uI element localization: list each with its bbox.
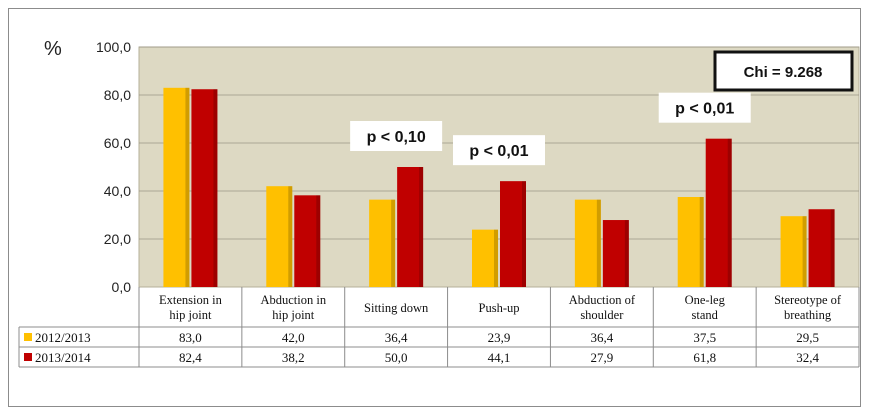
category-label: Abduction in	[260, 293, 326, 307]
data-label: 38,2	[282, 350, 305, 365]
bar-2013-2014-1	[294, 195, 321, 287]
bar-shade	[288, 186, 293, 287]
bar-2012-2013-2	[369, 199, 396, 287]
category-label: breathing	[784, 308, 832, 322]
bar-2013-2014-2	[397, 167, 424, 287]
category-label: hip joint	[169, 308, 212, 322]
bar-shade	[419, 167, 424, 287]
bar-shade	[522, 181, 526, 287]
legend-series-name: 2013/2014	[35, 350, 91, 365]
p-value-annotation: p < 0,01	[469, 143, 528, 160]
data-label: 61,8	[693, 350, 716, 365]
bar-shade	[830, 209, 835, 287]
category-label: One-leg	[685, 293, 726, 307]
p-value-annotation: p < 0,01	[675, 101, 734, 118]
data-label: 82,4	[179, 350, 202, 365]
bar-shade	[727, 138, 732, 287]
chart-frame: 0,0 20,0 40,0 60,0 80,0 100,0% p < 0,10 p < 0,0…	[8, 8, 861, 407]
bar-2012-2013-1	[266, 186, 293, 287]
legend-key-2012-2013	[24, 333, 32, 341]
data-label: 27,9	[590, 350, 613, 365]
category-label: shoulder	[580, 308, 624, 322]
bar-shade	[802, 216, 807, 287]
category-label: Sitting down	[364, 301, 429, 315]
bar-shade	[391, 199, 396, 287]
bar-shade	[316, 195, 321, 287]
chi-box	[713, 50, 854, 92]
data-label: 83,0	[179, 330, 202, 345]
annotation-box	[453, 135, 545, 166]
y-tick-label: 60,0	[104, 135, 131, 151]
category-label: Push-up	[479, 301, 520, 315]
y-tick-label: 0,0	[112, 279, 132, 295]
bar-2013-2014-0	[191, 89, 218, 288]
bar-shade	[596, 199, 601, 287]
y-unit-label: %	[44, 38, 62, 60]
category-label: Abduction of	[569, 293, 636, 307]
bar-2013-2014-3	[500, 181, 526, 287]
bar-2012-2013-6	[780, 216, 807, 287]
bar-2012-2013-5	[677, 197, 704, 287]
category-label: Extension in	[159, 293, 223, 307]
y-tick-label: 100,0	[96, 39, 131, 55]
bar-shade	[624, 220, 629, 287]
bar-2013-2014-4	[602, 220, 629, 287]
data-label: 42,0	[282, 330, 305, 345]
annotation-box	[350, 121, 443, 151]
category-label: hip joint	[272, 308, 315, 322]
category-label: Stereotype of	[774, 293, 842, 307]
bar-shade	[213, 89, 218, 288]
bar-2012-2013-4	[574, 199, 601, 287]
annotation-box	[658, 92, 751, 123]
bar-shade	[494, 229, 498, 287]
data-label: 36,4	[385, 330, 408, 345]
y-tick-label: 80,0	[104, 87, 131, 103]
data-label: 36,4	[590, 330, 613, 345]
bar-chart: 0,0 20,0 40,0 60,0 80,0 100,0% p < 0,10 p < 0,0…	[18, 38, 860, 368]
bar-2013-2014-6	[808, 209, 835, 287]
data-label: 44,1	[488, 350, 511, 365]
legend-key-2013-2014	[24, 353, 32, 361]
y-tick-label: 20,0	[104, 231, 131, 247]
data-label: 23,9	[488, 330, 511, 345]
data-label: 50,0	[385, 350, 408, 365]
bar-2012-2013-3	[472, 229, 498, 287]
bar-2012-2013-0	[163, 87, 190, 287]
p-value-annotation: p < 0,10	[367, 129, 426, 146]
legend-series-name: 2012/2013	[35, 330, 91, 345]
y-tick-label: 40,0	[104, 183, 131, 199]
data-label: 32,4	[796, 350, 819, 365]
bar-shade	[185, 87, 190, 287]
data-label: 29,5	[796, 330, 819, 345]
bar-shade	[699, 197, 704, 287]
category-label: stand	[692, 308, 719, 322]
bar-2013-2014-5	[705, 138, 732, 287]
data-label: 37,5	[693, 330, 716, 345]
chi-statistic: Chi = 9.268	[744, 64, 823, 81]
